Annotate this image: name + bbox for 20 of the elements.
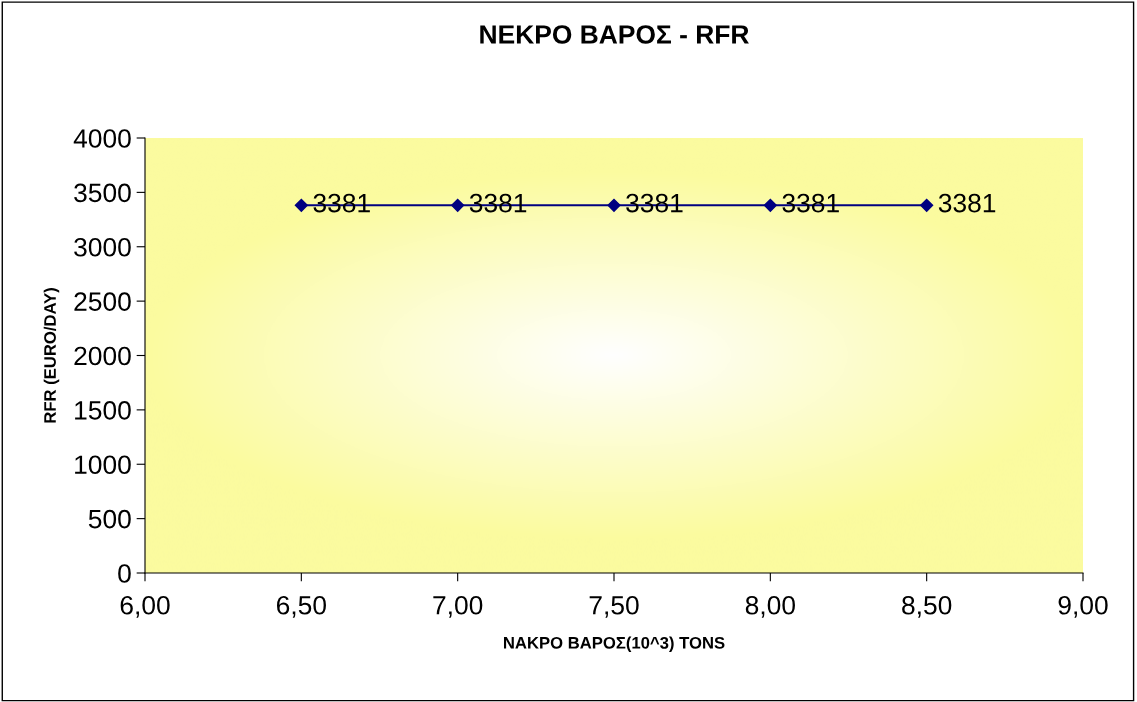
y-tick-label: 500 <box>88 509 131 529</box>
y-tick-label: 2500 <box>74 292 131 311</box>
y-tick-label: 2000 <box>74 346 131 366</box>
x-tick-label: 8,50 <box>902 595 952 618</box>
y-tick-label: 4000 <box>73 129 131 148</box>
y-tick-label: 3000 <box>74 237 131 257</box>
x-tick-label: 7,50 <box>589 595 639 618</box>
y-tick-label: 1000 <box>75 455 131 475</box>
y-tick-label: 0 <box>118 564 131 583</box>
y-tick-label: 1500 <box>75 401 131 420</box>
x-tick-label: 9,00 <box>1058 595 1108 618</box>
y-axis-title: RFR (EURO/DAY) <box>43 288 60 423</box>
x-tick-label: 8,00 <box>745 595 795 618</box>
x-tick-label: 6,50 <box>277 595 326 618</box>
chart-title: ΝΕΚΡΟ ΒΑΡΟΣ - RFR <box>480 25 749 44</box>
y-tick-label: 3500 <box>74 183 131 203</box>
x-axis-title: ΝΑΚΡΟ ΒΑΡΟΣ(10^3) TONS <box>503 636 725 653</box>
x-tick-label: 6,00 <box>120 595 170 618</box>
x-tick-label: 7,00 <box>433 595 483 618</box>
data-label: 3381 <box>938 193 996 213</box>
